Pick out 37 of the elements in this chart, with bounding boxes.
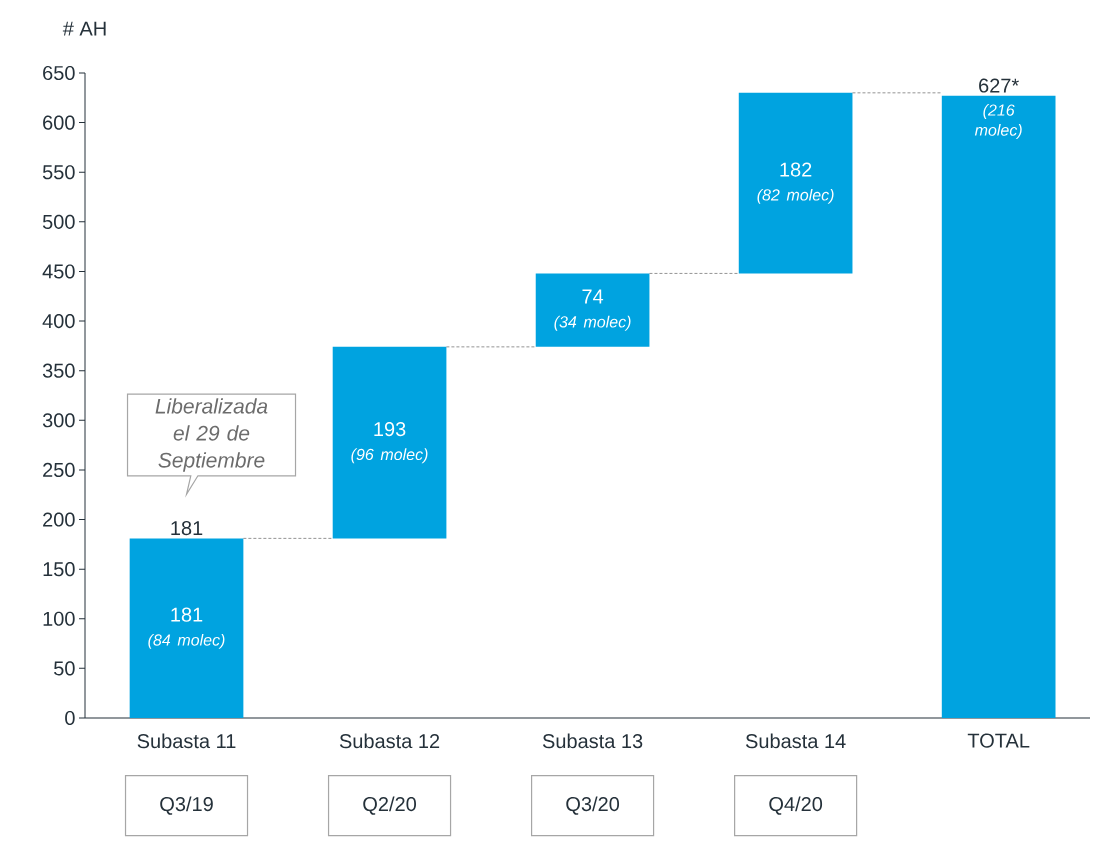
data-label: 193 (96 molec) — [351, 421, 428, 464]
x-tick-label: Subasta 13 — [542, 733, 643, 749]
text: Q3/19 — [160, 796, 213, 815]
y-tick-label: 200 — [43, 512, 75, 527]
y-tick-label: 0 — [65, 710, 75, 726]
data-label: 182 (82 molec) — [757, 162, 834, 204]
y-tick-label: 300 — [42, 413, 75, 428]
text: Q4/20 — [769, 796, 823, 815]
x-tick-label: Subasta 14 — [745, 733, 846, 749]
x-tick-label: Subasta 11 — [137, 733, 236, 749]
y-tick-label: 550 — [42, 165, 75, 180]
y-tick-label: 100 — [43, 611, 75, 626]
data-label: 627* — [979, 78, 1019, 93]
y-axis-title: # AH — [62, 21, 106, 36]
bar — [738, 92, 853, 274]
y-tick-label: 350 — [42, 363, 75, 378]
bar — [129, 538, 244, 718]
text: Q2/20 — [363, 796, 417, 815]
x-tick-label: TOTAL — [967, 733, 1030, 748]
bar — [535, 273, 650, 347]
y-tick-label: 150 — [43, 562, 75, 577]
annotation: (216 molec) — [974, 104, 1022, 139]
annotation: 181 — [171, 521, 203, 536]
y-tick-label: 400 — [42, 314, 75, 329]
text: Q3/20 — [566, 796, 620, 815]
bar — [941, 95, 1056, 718]
y-tick-label: 450 — [42, 264, 75, 279]
data-label: 181 (84 molec) — [148, 607, 225, 649]
x-tick-label: Subasta 12 — [339, 733, 440, 749]
y-tick-label: 50 — [54, 661, 75, 676]
y-tick-label: 600 — [43, 115, 75, 130]
data-label: 74 (34 molec) — [554, 289, 631, 331]
y-tick-label: 650 — [43, 65, 75, 81]
annotation: Liberalizada el 29 de Septiembre — [155, 398, 268, 472]
bar — [332, 346, 447, 539]
y-tick-label: 250 — [43, 462, 75, 477]
y-tick-label: 500 — [42, 214, 75, 229]
